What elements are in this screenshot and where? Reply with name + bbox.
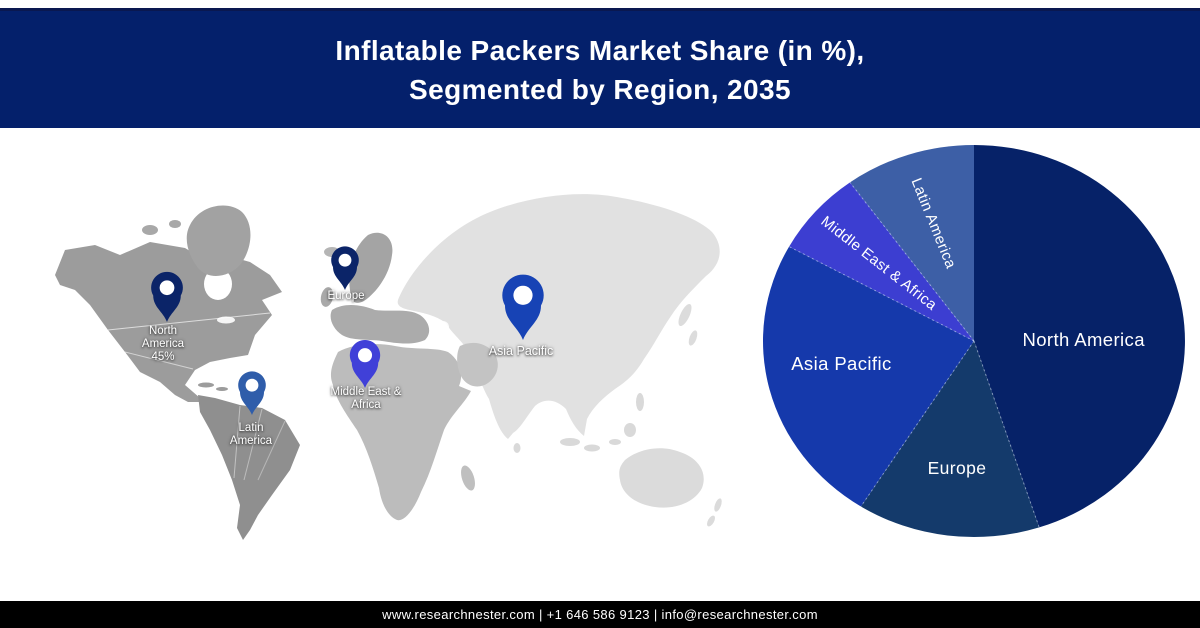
continent-south-america bbox=[198, 395, 300, 540]
sea-hudson-bay bbox=[204, 268, 232, 300]
island-caribbean-2 bbox=[216, 387, 228, 391]
pie-label-europe: Europe bbox=[928, 458, 987, 478]
continent-africa bbox=[330, 344, 471, 521]
pin-marker-icon bbox=[238, 371, 266, 415]
continent-asia bbox=[397, 194, 720, 439]
pin-marker-icon bbox=[349, 340, 381, 388]
border-us-canada bbox=[107, 312, 271, 331]
arctic-island-2 bbox=[169, 220, 181, 228]
pin-marker-icon bbox=[502, 274, 544, 340]
continent-europe bbox=[330, 305, 430, 344]
map-pin-north-america bbox=[151, 271, 183, 322]
pin-hole bbox=[245, 378, 259, 392]
pie-slice-separator bbox=[860, 340, 975, 507]
map-pin-asia-pacific bbox=[502, 274, 544, 340]
map-label-europe: Europe bbox=[327, 290, 364, 302]
map-pin-middle-east-africa bbox=[349, 340, 381, 388]
island-japan-s bbox=[688, 330, 698, 346]
map-label-asia-pacific: Asia Pacific bbox=[489, 344, 554, 358]
pie-slice-middle-east-africa bbox=[789, 182, 974, 341]
pin-marker-icon bbox=[151, 271, 183, 322]
pie-slice-latin-america bbox=[850, 145, 974, 341]
pie-slice-north-america bbox=[974, 145, 1185, 528]
pie-slice-europe bbox=[860, 341, 1040, 538]
map-pin-latin-america bbox=[238, 371, 266, 415]
map-label-latin-america: Latin bbox=[239, 422, 264, 434]
header-bar: Inflatable Packers Market Share (in %), … bbox=[0, 8, 1200, 128]
border-sa-3 bbox=[257, 420, 286, 481]
island-uk bbox=[320, 287, 334, 307]
island-nz-north bbox=[714, 498, 722, 512]
pie-slice-asia-pacific bbox=[762, 246, 974, 507]
pin-hole bbox=[357, 348, 373, 363]
title-line-2: Segmented by Region, 2035 bbox=[409, 73, 791, 105]
pin-hole bbox=[338, 253, 352, 267]
island-sri-lanka bbox=[513, 443, 521, 453]
pin-hole bbox=[513, 285, 533, 305]
map-label-latin-america: America bbox=[230, 435, 273, 447]
map-label-north-america: America bbox=[142, 338, 185, 350]
footer-bar: www.researchnester.com | +1 646 586 9123… bbox=[0, 601, 1200, 628]
pie-label-north-america: North America bbox=[1022, 329, 1145, 350]
region-arabia bbox=[457, 342, 498, 387]
map-label-north-america: North bbox=[149, 325, 177, 337]
footer-contact-text: www.researchnester.com | +1 646 586 9123… bbox=[382, 607, 818, 622]
border-sa-2 bbox=[243, 408, 263, 481]
island-greenland bbox=[186, 205, 251, 276]
sea-caspian bbox=[437, 321, 449, 333]
pin-marker-icon bbox=[331, 246, 359, 290]
island-caribbean-1 bbox=[198, 382, 214, 388]
map-label-middle-east-africa: Africa bbox=[351, 399, 381, 411]
island-indonesia-3 bbox=[609, 439, 621, 445]
island-philippines bbox=[636, 393, 644, 411]
border-us-mexico bbox=[124, 351, 194, 370]
pin-hole bbox=[159, 280, 175, 296]
island-indonesia-2 bbox=[584, 444, 600, 452]
continent-australia bbox=[619, 448, 704, 508]
island-indonesia-1 bbox=[560, 438, 580, 446]
map-label-north-america: 45% bbox=[151, 351, 174, 363]
map-label-middle-east-africa: Middle East & bbox=[331, 386, 402, 398]
arctic-island-1 bbox=[142, 225, 158, 235]
title-line-1: Inflatable Packers Market Share (in %), bbox=[335, 34, 865, 66]
pie-label-asia-pacific: Asia Pacific bbox=[791, 353, 891, 374]
map-pin-europe bbox=[331, 246, 359, 290]
island-nz-south bbox=[707, 515, 715, 527]
region-scandinavia bbox=[349, 232, 393, 303]
pie-slice-separator bbox=[849, 182, 975, 342]
island-madagascar bbox=[461, 465, 475, 491]
border-sa-1 bbox=[233, 405, 241, 479]
island-borneo bbox=[624, 423, 636, 437]
island-japan bbox=[678, 303, 692, 327]
